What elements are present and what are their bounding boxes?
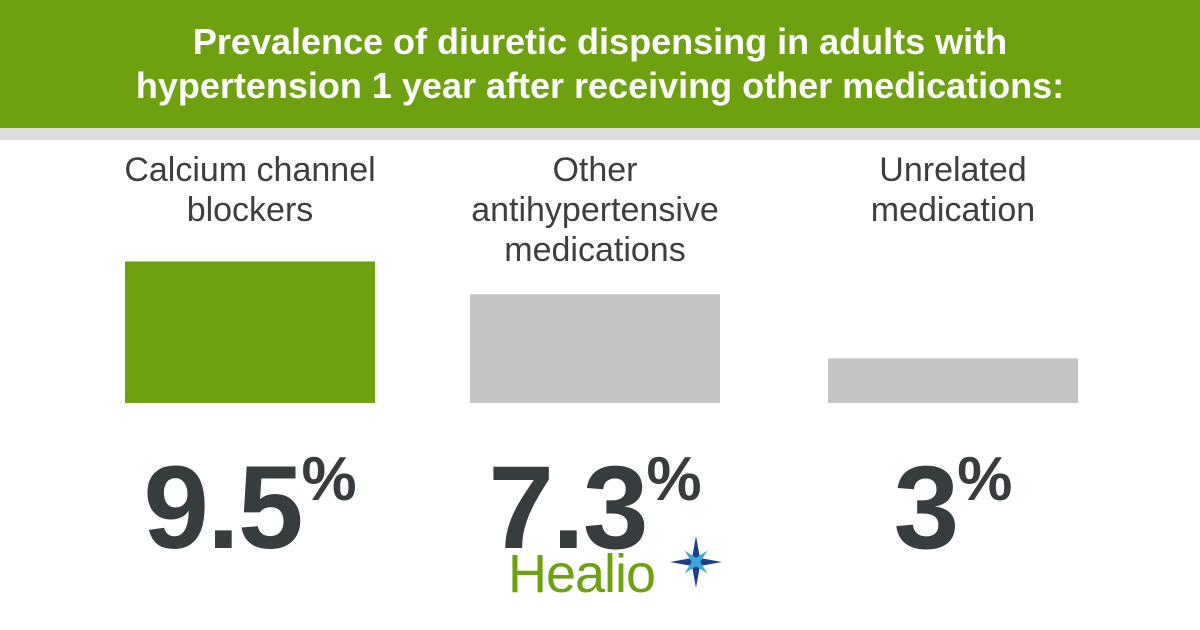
bar-calcium-channel-blockers xyxy=(125,261,375,403)
value-number: 9.5 xyxy=(143,442,303,574)
value-unit: % xyxy=(301,445,357,514)
value-number: 3 xyxy=(893,442,960,574)
value-number: 7.3 xyxy=(488,442,648,574)
header-banner: Prevalence of diuretic dispensing in adu… xyxy=(0,0,1200,128)
value-unit: % xyxy=(957,445,1013,514)
category-label-calcium-channel-blockers: Calcium channel blockers xyxy=(124,151,376,229)
value-unit: % xyxy=(646,445,702,514)
chart-title: Prevalence of diuretic dispensing in adu… xyxy=(135,21,1065,106)
category-label-other-antihypertensive: Other antihypertensive medications xyxy=(471,151,719,269)
logo-wordmark: Healio xyxy=(508,544,656,604)
header-divider xyxy=(0,128,1200,140)
value-label-calcium-channel-blockers: 9.5% xyxy=(80,420,420,568)
value-label-unrelated-medication: 3% xyxy=(783,420,1123,568)
category-label-unrelated-medication: Unrelated medication xyxy=(870,151,1036,229)
star-icon xyxy=(670,536,722,588)
bar-unrelated-medication xyxy=(828,358,1078,403)
bar-other-antihypertensive xyxy=(470,294,720,403)
value-label-other-antihypertensive: 7.3% xyxy=(425,420,765,568)
healio-logo: Healio xyxy=(508,534,728,610)
